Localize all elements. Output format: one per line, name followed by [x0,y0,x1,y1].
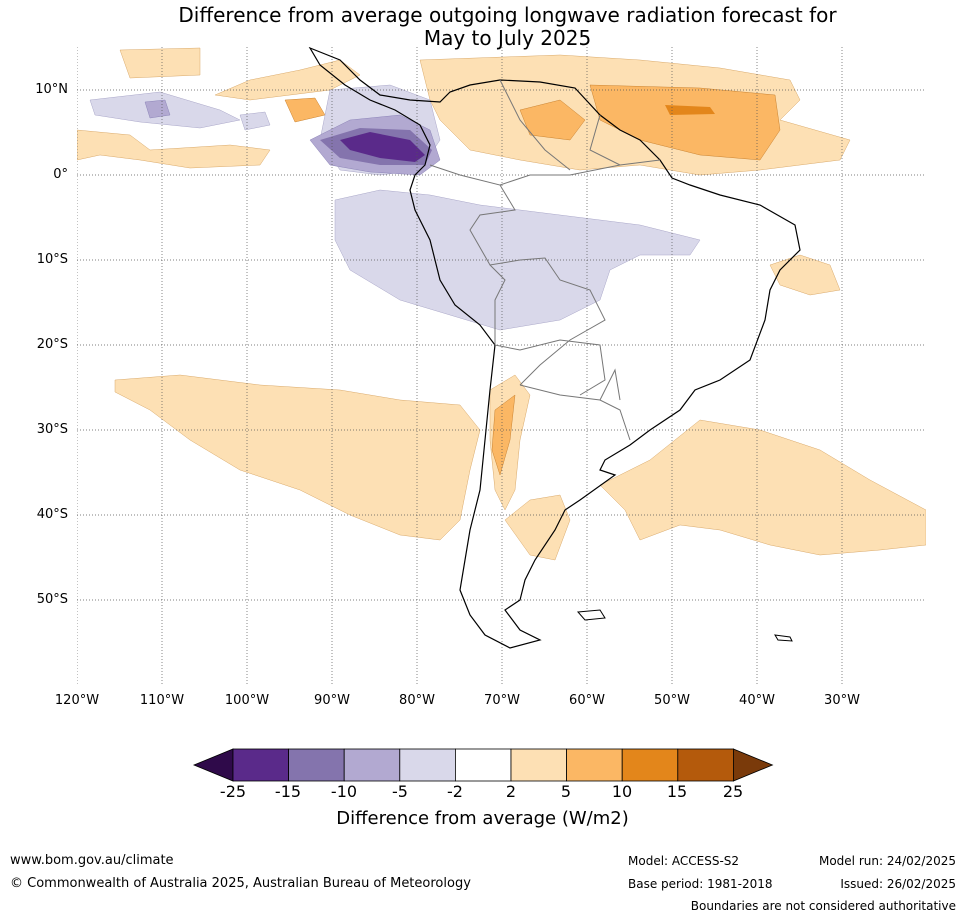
lon-label-50w: 50°W [654,693,690,708]
lat-label-10s: 10°S [36,252,68,267]
base-period: Base period: 1981-2018 [628,877,773,891]
colorbar-under-arrow [192,748,234,782]
colorbar-tick-5: 2 [505,782,517,801]
lat-label-30s: 30°S [36,422,68,437]
model-run-date: Model run: 24/02/2025 [818,854,956,868]
colorbar-title: Difference from average (W/m2) [336,808,629,829]
colorbar-segment [510,748,567,782]
lon-label-80w: 80°W [399,693,435,708]
colorbar-segment [343,748,401,782]
colorbar-segment [454,748,512,782]
falkland-islands [576,609,606,621]
anomaly-equatorial-pacific-positive [77,129,271,169]
colorbar-tick-7: 10 [611,782,633,801]
copyright-text: © Commonwealth of Australia 2025, Austra… [10,876,471,891]
colorbar-tick-4: -2 [447,782,463,801]
south-georgia-island [774,634,793,642]
anomaly-central-america-negative [239,111,271,131]
lon-label-110w: 110°W [139,693,185,708]
colorbar-tick-0: -25 [219,782,247,801]
colorbar-segment [677,748,734,782]
colorbar-tick-9: 25 [722,782,744,801]
lat-label-20s: 20°S [36,337,68,352]
lat-label-40s: 40°S [36,507,68,522]
colorbar-tick-3: -5 [392,782,408,801]
colorbar-segment [288,748,345,782]
lon-label-40w: 40°W [739,693,775,708]
lat-label-0: 0° [53,167,68,182]
anomaly-central-andes-orange [491,394,516,476]
lon-label-90w: 90°W [314,693,350,708]
anomaly-south-atlantic-positive [599,419,926,556]
graticule [77,47,926,685]
anomaly-small-purple [144,99,171,119]
colorbar-tick-2: -10 [330,782,358,801]
country-boundaries [429,79,661,441]
lon-label-70w: 70°W [484,693,520,708]
colorbar-segment [399,748,456,782]
anomaly-north-pacific-positive [119,47,201,79]
colorbar-tick-6: 5 [560,782,572,801]
lon-label-30w: 30°W [824,693,860,708]
issued-date: Issued: 26/02/2025 [840,877,956,891]
lat-label-50s: 50°S [36,592,68,607]
anomaly-patagonia-positive [504,494,571,561]
title-line-1: Difference from average outgoing longwav… [178,3,837,27]
colorbar-tick-1: -15 [274,782,302,801]
boundaries-disclaimer: Boundaries are not considered authoritat… [690,899,956,913]
anomaly-atlantic-dark-orange [665,105,715,115]
colorbar-tick-8: 15 [666,782,688,801]
colorbar-segment [621,748,679,782]
title-line-2: May to July 2025 [423,26,592,50]
colorbar-segment [232,748,289,782]
map-title: Difference from average outgoing longwav… [0,4,965,50]
lon-label-100w: 100°W [224,693,270,708]
anomaly-purple-dark [340,132,425,162]
anomaly-brazil-coast-positive [769,254,841,296]
model-name: Model: ACCESS-S2 [628,854,740,868]
website-link[interactable]: www.bom.gov.au/climate [10,853,174,868]
lon-label-60w: 60°W [569,693,605,708]
colorbar [192,748,774,782]
anomaly-southeast-pacific-positive [114,374,481,541]
anomaly-venezuela-orange [519,99,586,141]
lat-label-10n: 10°N [35,82,68,97]
anomaly-caribbean-orange [284,97,326,123]
colorbar-over-arrow [733,748,774,782]
colorbar-segment [566,748,623,782]
lon-label-120w: 120°W [54,693,100,708]
